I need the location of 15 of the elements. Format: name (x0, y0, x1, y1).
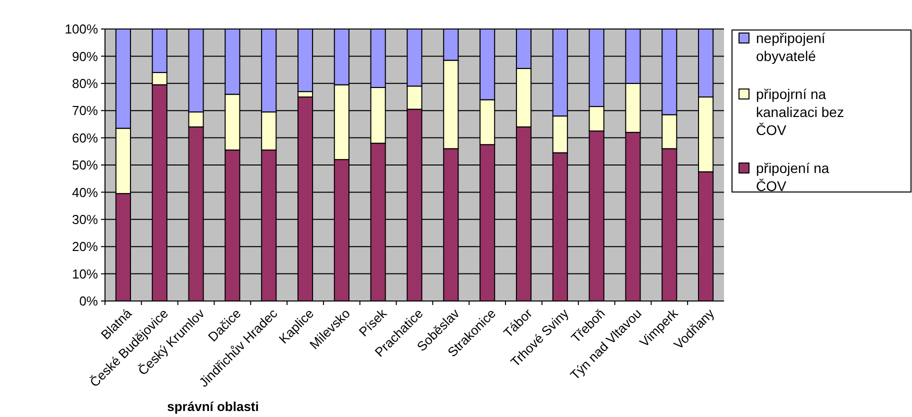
legend-label: nepřipojení obyvatelé (756, 30, 826, 64)
y-tick-label: 30% (72, 212, 98, 227)
y-tick-label: 100% (64, 22, 98, 37)
y-tick-label: 20% (72, 239, 98, 254)
x-axis-title: správní oblasti (167, 399, 259, 414)
y-tick-label: 10% (72, 266, 98, 282)
y-tick-label: 60% (72, 130, 98, 146)
y-tick-label: 50% (72, 158, 98, 173)
y-tick-label: 80% (72, 76, 98, 91)
y-tick-label: 70% (72, 103, 98, 118)
legend-label: připojení na ČOV (756, 160, 830, 194)
legend-label: připojrní na kanalizaci bez ČOV (756, 86, 844, 138)
y-tick-label: 90% (72, 48, 98, 64)
y-tick-label: 0% (79, 294, 98, 309)
y-tick-label: 40% (72, 184, 98, 200)
